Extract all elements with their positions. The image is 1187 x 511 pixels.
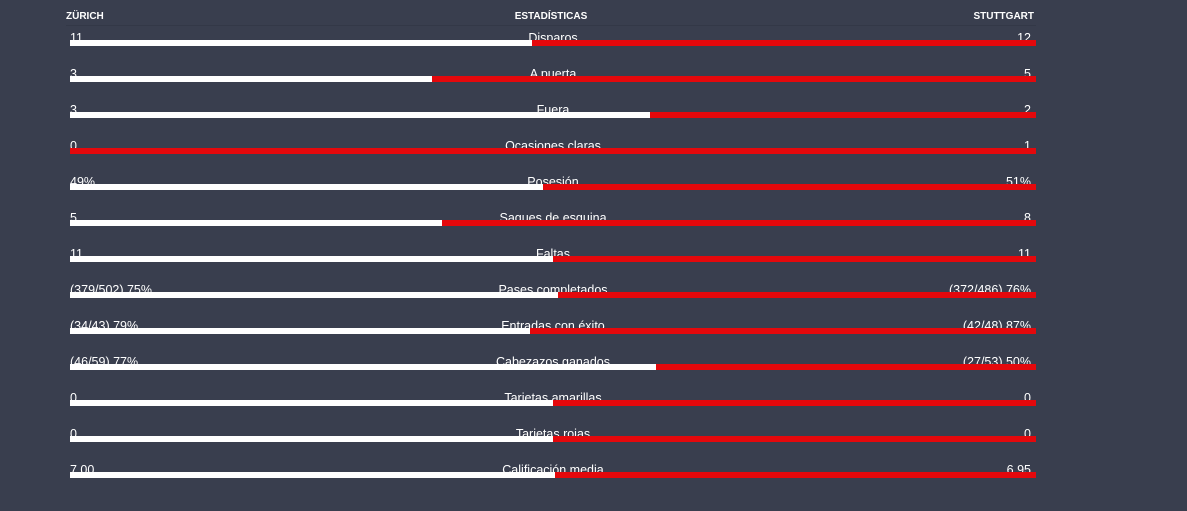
stat-comparison-bar [70,292,1036,298]
home-stat-value: 0 [70,427,77,441]
away-stat-value: 8 [1024,211,1031,225]
away-share-bar [441,220,1036,226]
home-stat-value: 3 [70,103,77,117]
away-share-bar [543,184,1036,190]
stat-comparison-bar [70,40,1036,46]
stat-comparison-bar [70,256,1036,262]
home-team-name: ZÜRICH [66,11,104,22]
home-stat-value: 0 [70,139,77,153]
home-share-bar [70,292,558,298]
away-share-bar [432,76,1036,82]
stat-row: (46/59) 77% Cabezazos ganados (27/53) 50% [70,349,1036,385]
away-stat-value: 1 [1024,139,1031,153]
away-share-bar [531,40,1036,46]
away-share-bar [553,256,1036,262]
home-share-bar [70,256,553,262]
away-stat-value: 5 [1024,67,1031,81]
away-share-bar [553,436,1036,442]
stat-row: (379/502) 75% Pases completados (372/486) … [70,277,1036,313]
stat-row: (34/43) 79% Entradas con éxito (42/48) 87% [70,313,1036,349]
away-share-bar [557,292,1036,298]
home-share-bar [70,220,442,226]
away-share-bar [554,472,1036,478]
away-stat-value: 0 [1024,391,1031,405]
stat-comparison-bar [70,472,1036,478]
home-share-bar [70,40,532,46]
home-stat-value: 0 [70,391,77,405]
home-share-bar [70,112,650,118]
away-share-bar [649,112,1036,118]
home-share-bar [70,328,530,334]
stat-comparison-bar [70,112,1036,118]
home-stat-value: 3 [70,67,77,81]
home-share-bar [70,364,657,370]
stat-comparison-bar [70,148,1036,154]
stat-row: 0 Ocasiones claras 1 [70,133,1036,169]
away-share-bar [529,328,1036,334]
stat-comparison-bar [70,400,1036,406]
away-team-name: STUTTGART [973,11,1034,22]
away-stat-value: 0 [1024,427,1031,441]
stat-row: 0 Tarjetas amarillas 0 [70,385,1036,421]
stat-comparison-bar [70,364,1036,370]
stat-comparison-bar [70,184,1036,190]
stat-comparison-bar [70,220,1036,226]
home-share-bar [70,472,555,478]
stat-comparison-bar [70,328,1036,334]
match-stats-panel: ZÜRICH ESTADÍSTICAS STUTTGART 11 Disparos… [66,0,1036,511]
away-share-bar [70,148,1036,154]
stat-row: 5 Saques de esquina 8 [70,205,1036,241]
home-share-bar [70,184,544,190]
home-share-bar [70,400,553,406]
stat-row: 49% Posesión 51% [70,169,1036,205]
away-share-bar [656,364,1036,370]
stat-comparison-bar [70,76,1036,82]
home-stat-value: 5 [70,211,77,225]
stat-comparison-bar [70,436,1036,442]
stat-row: 7,00 Calificación media 6,95 [70,457,1036,493]
away-stat-value: 2 [1024,103,1031,117]
home-share-bar [70,76,433,82]
away-share-bar [553,400,1036,406]
stats-title: ESTADÍSTICAS [514,11,588,22]
stat-row: 0 Tarjetas rojas 0 [70,421,1036,457]
home-share-bar [70,436,553,442]
stats-header: ZÜRICH ESTADÍSTICAS STUTTGART [66,0,1036,26]
stat-row: 11 Disparos 12 [70,25,1036,61]
stat-row: 11 Faltas 11 [70,241,1036,277]
stat-row: 3 Fuera 2 [70,97,1036,133]
